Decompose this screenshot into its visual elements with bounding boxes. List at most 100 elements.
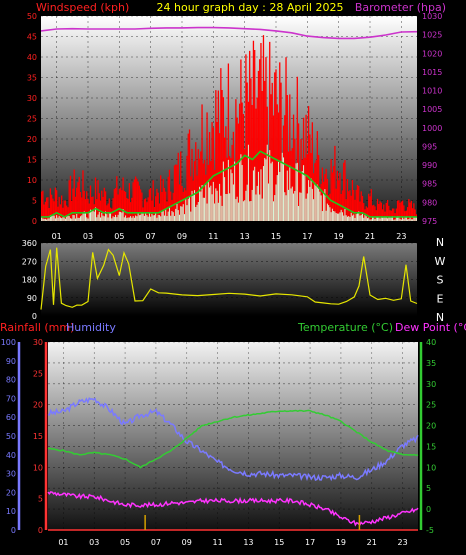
humidity-y-tick-label: 30 <box>6 470 16 479</box>
humidity-y-tick-label: 100 <box>1 338 16 347</box>
temperature-marks <box>47 397 419 531</box>
compass-label: E <box>437 292 444 305</box>
wind-y-tick-label: 40 <box>27 53 37 62</box>
humidity-y-tick-label: 50 <box>6 432 16 441</box>
humidity-y-tick-label: 0 <box>11 526 16 535</box>
rain-y-tick-label: 20 <box>33 401 43 410</box>
wind-y-tick-label: 20 <box>27 135 37 144</box>
direction-y-tick-label: 0 <box>32 312 37 321</box>
barometer-y-tick-label: 1025 <box>422 31 442 40</box>
temperature-y-tick-label: 5 <box>426 484 431 493</box>
wind-x-tick-label: 21 <box>365 232 375 241</box>
temperature-x-tick-label: 03 <box>89 538 99 547</box>
wind-x-tick-label: 07 <box>146 232 156 241</box>
temperature-y-tick-label: 15 <box>426 442 436 451</box>
temperature-axes: -505101520253035400102030405060708090100… <box>1 338 436 547</box>
direction-y-tick-label: 360 <box>22 239 37 248</box>
temperature-grid <box>48 341 418 531</box>
wind-x-tick-label: 15 <box>271 232 281 241</box>
barometer-y-tick-label: 975 <box>422 217 437 226</box>
temperature-y-tick-label: 40 <box>426 338 436 347</box>
wind-x-tick-label: 03 <box>83 232 93 241</box>
temperature-panel: Rainfall (mm) Humidity Temperature (°C) … <box>0 321 466 547</box>
humidity-y-tick-label: 90 <box>6 357 16 366</box>
direction-plot-area <box>41 243 417 316</box>
rain-y-tick-label: 5 <box>38 495 43 504</box>
temperature-y-tick-label: 25 <box>426 401 436 410</box>
graph-title: 24 hour graph day : 28 April 2025 <box>157 1 344 14</box>
temperature-y-tick-label: 0 <box>426 505 431 514</box>
average-wind-line <box>41 150 417 218</box>
barometer-y-tick-label: 995 <box>422 142 437 151</box>
rain-y-tick-label: 30 <box>33 338 43 347</box>
temperature-x-tick-label: 11 <box>212 538 222 547</box>
wind-y-tick-label: 50 <box>27 12 37 21</box>
humidity-y-tick-label: 10 <box>6 507 16 516</box>
temperature-y-tick-label: 10 <box>426 463 436 472</box>
compass-label: W <box>435 255 446 268</box>
temperature-plot-area <box>48 342 418 530</box>
wind-axes: 0510152025303540455097598098599099510001… <box>27 12 443 241</box>
wind-y-tick-label: 35 <box>27 74 37 83</box>
humidity-y-tick-label: 20 <box>6 488 16 497</box>
wind-y-tick-label: 15 <box>27 156 37 165</box>
wind-y-tick-label: 0 <box>32 217 37 226</box>
wind-y-tick-label: 45 <box>27 33 37 42</box>
direction-y-tick-label: 90 <box>27 294 37 303</box>
wind-x-tick-label: 09 <box>177 232 187 241</box>
barometer-y-tick-label: 1015 <box>422 68 442 77</box>
temperature-x-tick-label: 21 <box>367 538 377 547</box>
temperature-x-tick-label: 01 <box>58 538 68 547</box>
temperature-x-tick-label: 09 <box>182 538 192 547</box>
barometer-line <box>40 26 418 40</box>
wind-y-tick-label: 10 <box>27 176 37 185</box>
barometer-y-tick-label: 990 <box>422 161 437 170</box>
humidity-label: Humidity <box>66 321 116 334</box>
wind-y-tick-label: 25 <box>27 115 37 124</box>
temperature-x-tick-label: 19 <box>336 538 346 547</box>
barometer-y-tick-label: 1005 <box>422 105 442 114</box>
barometer-y-tick-label: 1030 <box>422 12 442 21</box>
temperature-x-tick-label: 23 <box>397 538 407 547</box>
wind-x-tick-label: 17 <box>302 232 312 241</box>
rain-y-tick-label: 25 <box>33 369 43 378</box>
temperature-label: Temperature (°C) <box>297 321 393 334</box>
barometer-y-tick-label: 1020 <box>422 49 442 58</box>
temperature-y-tick-label: -5 <box>426 526 434 535</box>
temperature-x-tick-label: 15 <box>274 538 284 547</box>
direction-marks <box>40 247 418 310</box>
temperature-x-tick-label: 13 <box>243 538 253 547</box>
wind-x-tick-label: 05 <box>114 232 124 241</box>
wind-panel: 0510152025303540455097598098599099510001… <box>27 1 446 241</box>
barometer-y-tick-label: 985 <box>422 180 437 189</box>
rain-label: Rainfall (mm) <box>0 321 74 334</box>
rain-y-tick-label: 0 <box>38 526 43 535</box>
temperature-x-tick-label: 17 <box>305 538 315 547</box>
humidity-line <box>47 397 419 482</box>
rain-y-tick-label: 15 <box>33 432 43 441</box>
wind-y-tick-label: 30 <box>27 94 37 103</box>
humidity-y-tick-label: 70 <box>6 394 16 403</box>
direction-y-tick-label: 270 <box>22 257 37 266</box>
wind-x-tick-label: 11 <box>208 232 218 241</box>
temperature-x-tick-label: 05 <box>120 538 130 547</box>
wind-x-tick-label: 13 <box>240 232 250 241</box>
direction-y-tick-label: 180 <box>22 276 37 285</box>
temperature-line <box>47 409 419 469</box>
wind-marks <box>40 26 418 221</box>
wind-x-tick-label: 19 <box>334 232 344 241</box>
temperature-y-tick-label: 35 <box>426 359 436 368</box>
humidity-y-tick-label: 60 <box>6 413 16 422</box>
wind-x-tick-label: 01 <box>52 232 62 241</box>
humidity-y-tick-label: 80 <box>6 376 16 385</box>
barometer-y-tick-label: 1000 <box>422 124 442 133</box>
humidity-y-tick-label: 40 <box>6 451 16 460</box>
dewpoint-line <box>47 491 419 527</box>
compass-label: S <box>437 274 444 287</box>
temperature-y-tick-label: 20 <box>426 422 436 431</box>
barometer-y-tick-label: 1010 <box>422 87 442 96</box>
barometer-y-tick-label: 980 <box>422 198 437 207</box>
